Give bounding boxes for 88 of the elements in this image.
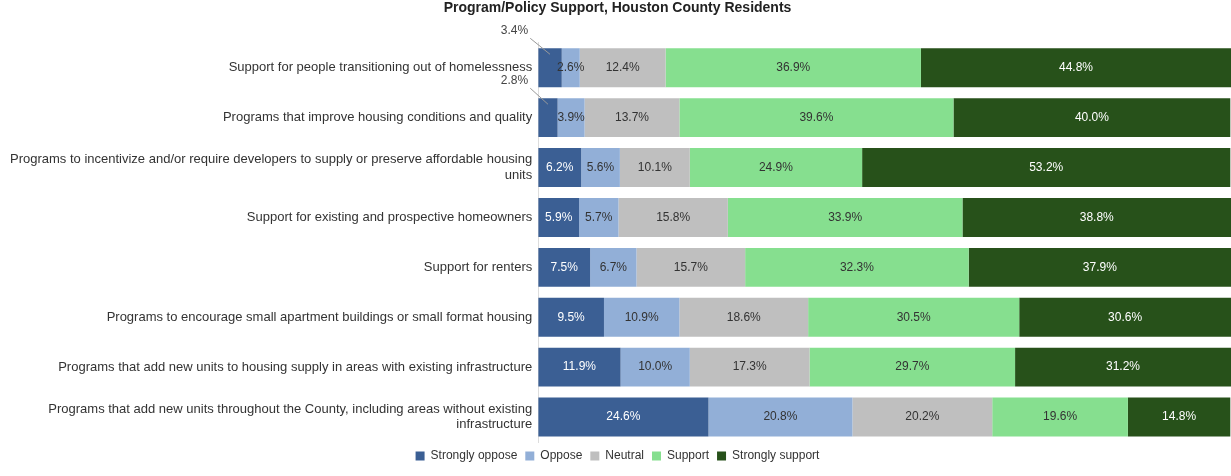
- bar: [689, 148, 863, 188]
- y-tick-label: Support for existing and prospective homeowners: [246, 209, 533, 225]
- bar: [538, 397, 709, 437]
- bar: [862, 148, 1231, 188]
- bar: [708, 397, 853, 437]
- y-tick-label: Support for people transitioning out of homelessness: [228, 59, 533, 75]
- data-label: 29.7%: [895, 359, 930, 374]
- bar: [953, 98, 1231, 138]
- bar: [852, 397, 993, 437]
- data-label: 40.0%: [1074, 109, 1110, 124]
- bar: [1019, 297, 1231, 337]
- data-label: 38.8%: [1079, 209, 1115, 224]
- data-label: 44.8%: [1058, 60, 1094, 75]
- data-label: 33.9%: [828, 209, 863, 224]
- data-label: 13.7%: [614, 109, 650, 124]
- y-tick-label: Programs that improve housing conditions and quality: [222, 109, 533, 125]
- data-label: 20.2%: [905, 409, 940, 424]
- data-label: 24.9%: [758, 159, 794, 174]
- bar: [581, 148, 620, 188]
- data-label: 10.1%: [637, 159, 673, 174]
- data-label: 19.6%: [1043, 409, 1078, 424]
- data-label: 15.8%: [656, 209, 691, 224]
- data-label: 10.0%: [638, 359, 673, 374]
- bar: [745, 247, 969, 287]
- legend-label: Strongly oppose: [430, 448, 518, 463]
- data-label: 7.5%: [550, 259, 579, 274]
- legend-label: Oppose: [540, 448, 583, 463]
- data-label: 12.4%: [605, 60, 640, 75]
- y-tick-label: Programs that add new units throughout the County, including areas without existing infrastructure: [48, 400, 533, 432]
- data-label: 5.7%: [585, 209, 613, 224]
- y-tick-label: Programs that add new units to housing supply in areas with existing infrastructure: [58, 358, 533, 374]
- bar: [665, 48, 921, 88]
- bar: [579, 197, 619, 237]
- bar: [538, 98, 558, 138]
- chart-title: Program/Policy Support, Houston County Residents: [443, 0, 792, 16]
- bar: [727, 197, 963, 237]
- bar: [679, 297, 809, 337]
- data-label: 30.5%: [896, 309, 932, 324]
- bar: [968, 247, 1231, 287]
- bar: [920, 48, 1231, 88]
- data-label: 6.2%: [546, 159, 574, 174]
- y-tick-label: Support for renters: [423, 258, 533, 274]
- bar: [1015, 347, 1231, 387]
- data-label: 31.2%: [1106, 359, 1141, 374]
- data-label: 5.6%: [586, 159, 615, 174]
- bar: [1127, 397, 1231, 437]
- bar: [809, 347, 1016, 387]
- data-label: 39.6%: [799, 109, 834, 124]
- bar: [538, 247, 591, 287]
- data-label: 20.8%: [763, 409, 798, 424]
- data-label: 9.5%: [557, 309, 586, 324]
- data-label: 36.9%: [776, 60, 811, 75]
- data-label: 18.6%: [726, 309, 762, 324]
- data-label: 32.3%: [839, 259, 875, 274]
- data-label: 10.9%: [624, 309, 660, 324]
- data-label: 24.6%: [606, 409, 641, 424]
- data-label: 30.6%: [1108, 309, 1143, 324]
- data-label: 5.9%: [544, 209, 573, 224]
- data-label: 17.3%: [732, 359, 767, 374]
- data-label: 14.8%: [1162, 409, 1197, 424]
- data-label: 2.8%: [500, 72, 529, 87]
- y-tick-label: Programs to incentivize and/or require developers to supply or preserve affordable housing units: [9, 151, 533, 182]
- data-label: 15.7%: [673, 259, 709, 274]
- bar: [620, 347, 690, 387]
- legend-label: Neutral: [605, 448, 645, 463]
- bar: [603, 297, 680, 337]
- bar: [538, 347, 621, 387]
- bar: [618, 197, 728, 237]
- data-label: 37.9%: [1082, 259, 1118, 274]
- data-label: 2.6%: [557, 60, 585, 75]
- bar: [992, 397, 1128, 437]
- data-label: 53.2%: [1029, 159, 1064, 174]
- bar: [808, 297, 1020, 337]
- y-tick-label: Programs to encourage small apartment buildings or small format housing: [106, 308, 533, 324]
- bar: [962, 197, 1231, 237]
- data-label: 3.4%: [500, 22, 529, 37]
- bar: [679, 98, 954, 138]
- data-label: 11.9%: [562, 359, 597, 374]
- bar: [689, 347, 810, 387]
- data-label: 3.9%: [557, 109, 586, 124]
- bar: [636, 247, 746, 287]
- data-label: 6.7%: [599, 259, 628, 274]
- bar: [590, 247, 637, 287]
- bar: [584, 98, 680, 138]
- legend-label: Strongly support: [732, 448, 821, 463]
- bar: [538, 297, 604, 337]
- legend-label: Support: [667, 448, 710, 463]
- bar: [619, 148, 690, 188]
